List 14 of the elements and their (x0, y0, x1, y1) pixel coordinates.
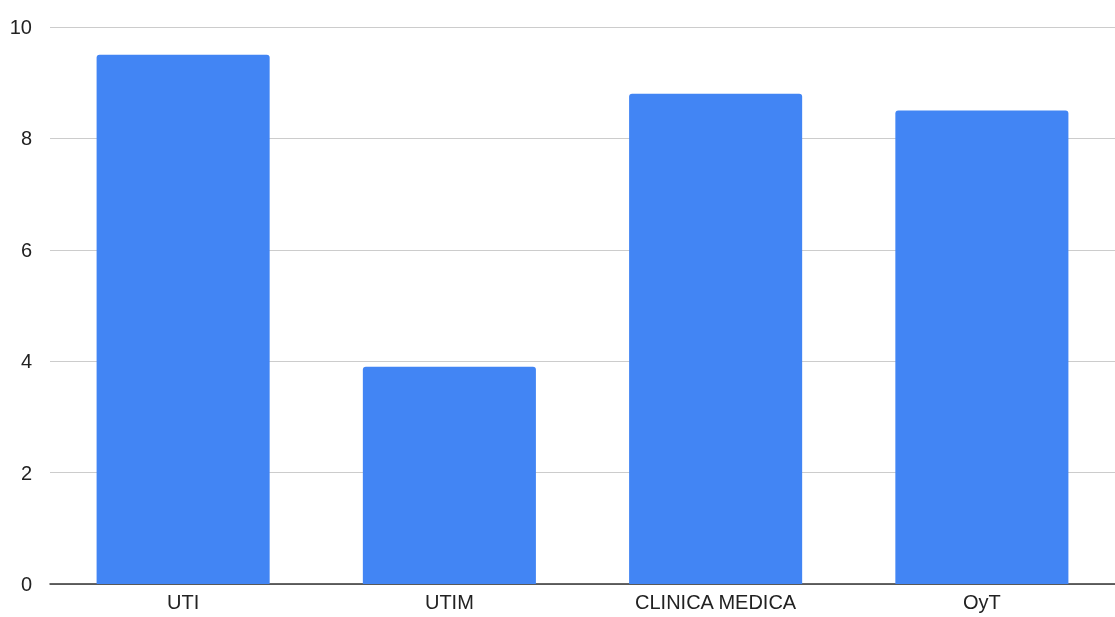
x-tick-label: UTI (167, 591, 200, 613)
x-tick-label: UTIM (424, 591, 474, 613)
bar (96, 54, 270, 584)
x-tick-label: OyT (962, 591, 1001, 613)
y-tick-label: 4 (20, 350, 32, 373)
bar (895, 110, 1069, 584)
x-tick-label: CLINICA MEDICA (635, 591, 797, 613)
bar (629, 93, 803, 584)
y-tick-label: 10 (9, 16, 32, 38)
y-tick-label: 8 (20, 127, 32, 150)
y-tick-label: 0 (20, 573, 32, 595)
y-tick-label: 6 (20, 238, 32, 261)
y-tick-label: 2 (20, 461, 32, 484)
bar (362, 366, 536, 584)
